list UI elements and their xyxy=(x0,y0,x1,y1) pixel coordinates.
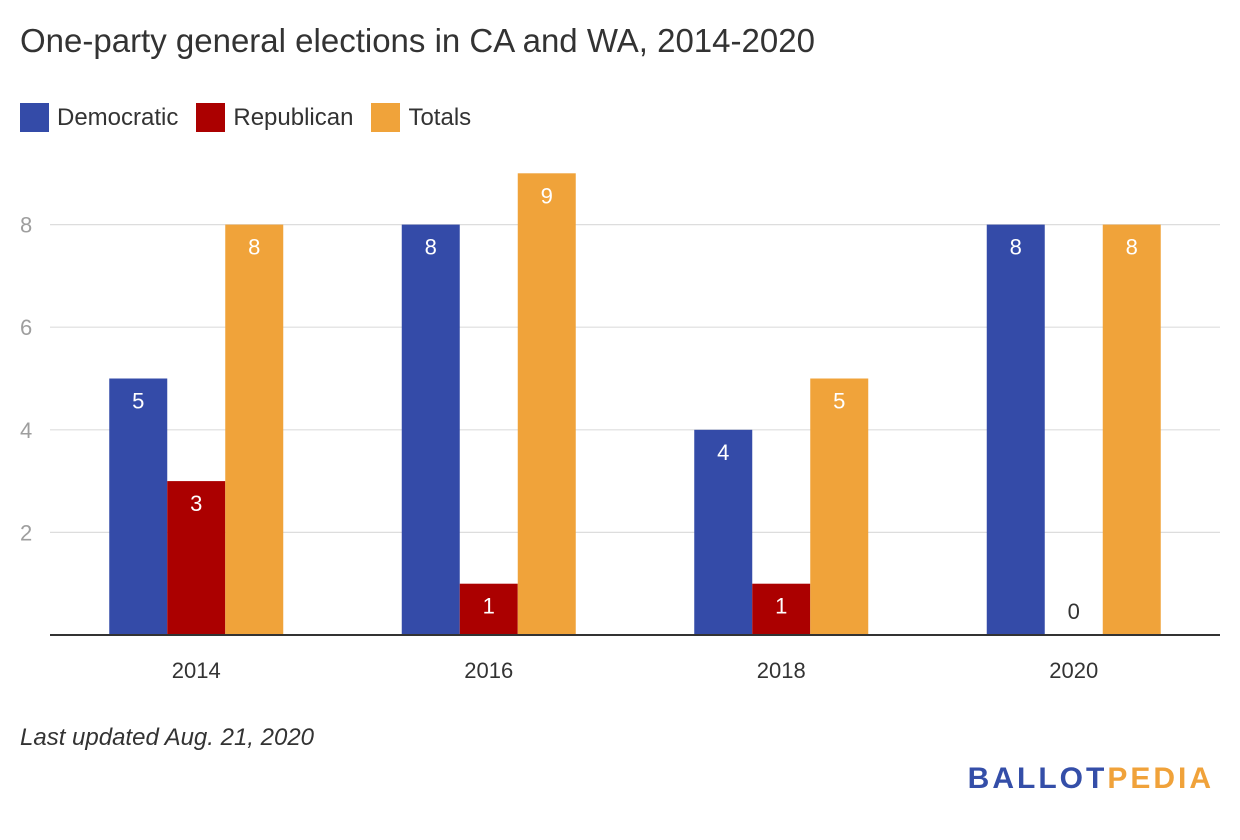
bar-chart: 2 4 6 8 5 3 8 2014 8 1 9 2016 4 1 5 2018 8 0 8 2020 xyxy=(20,173,1220,683)
data-label-democratic-2016: 8 xyxy=(425,235,437,260)
bar-democratic-2020 xyxy=(986,224,1045,635)
bar-democratic-2018 xyxy=(694,429,753,635)
bar-republican-2016 xyxy=(459,583,518,635)
legend-label-democratic: Democratic xyxy=(57,103,179,131)
legend-label-totals: Totals xyxy=(408,103,472,131)
data-label-democratic-2018: 4 xyxy=(717,440,729,465)
y-tick-label-6: 6 xyxy=(20,315,32,340)
y-tick-label-8: 8 xyxy=(20,213,32,238)
bar-totals-2016 xyxy=(517,173,576,636)
legend-item-totals[interactable]: Totals xyxy=(371,103,471,132)
legend-item-republican[interactable]: Republican xyxy=(196,103,353,132)
data-label-republican-2014: 3 xyxy=(190,491,202,516)
legend-label-republican: Republican xyxy=(233,103,354,131)
bar-totals-2018 xyxy=(810,378,869,635)
y-tick-label-4: 4 xyxy=(20,418,32,443)
ballotpedia-logo[interactable]: BALLOTPEDIA xyxy=(968,762,1214,796)
x-tick-label-2018: 2018 xyxy=(757,658,806,683)
legend-swatch-totals xyxy=(371,103,401,132)
logo-text-pedia: PEDIA xyxy=(1107,762,1214,795)
x-tick-label-2016: 2016 xyxy=(464,658,513,683)
last-updated-note: Last updated Aug. 21, 2020 xyxy=(20,724,315,751)
bar-republican-2018 xyxy=(752,583,811,635)
logo-text-ballot: BALLOT xyxy=(967,762,1108,795)
bar-republican-2014 xyxy=(167,481,226,635)
data-label-democratic-2020: 8 xyxy=(1010,235,1022,260)
legend-swatch-democratic xyxy=(20,103,49,132)
bar-democratic-2016 xyxy=(401,224,460,635)
bar-democratic-2014 xyxy=(109,378,168,635)
x-tick-label-2020: 2020 xyxy=(1049,658,1098,683)
bar-totals-2020 xyxy=(1102,224,1161,635)
data-label-totals-2018: 5 xyxy=(833,389,845,414)
chart-title: One-party general elections in CA and WA… xyxy=(20,22,815,59)
data-label-republican-2016: 1 xyxy=(483,594,495,619)
data-label-republican-2018: 1 xyxy=(775,594,787,619)
legend: Democratic Republican Totals xyxy=(20,103,489,132)
legend-swatch-republican xyxy=(196,103,226,132)
data-label-totals-2016: 9 xyxy=(541,183,553,208)
data-label-democratic-2014: 5 xyxy=(132,389,144,414)
data-label-totals-2020: 8 xyxy=(1126,235,1138,260)
legend-item-democratic[interactable]: Democratic xyxy=(20,103,178,132)
x-tick-label-2014: 2014 xyxy=(172,658,221,683)
bar-totals-2014 xyxy=(225,224,284,635)
data-label-totals-2014: 8 xyxy=(248,235,260,260)
y-tick-label-2: 2 xyxy=(20,520,32,545)
data-label-republican-2020: 0 xyxy=(1068,599,1080,624)
